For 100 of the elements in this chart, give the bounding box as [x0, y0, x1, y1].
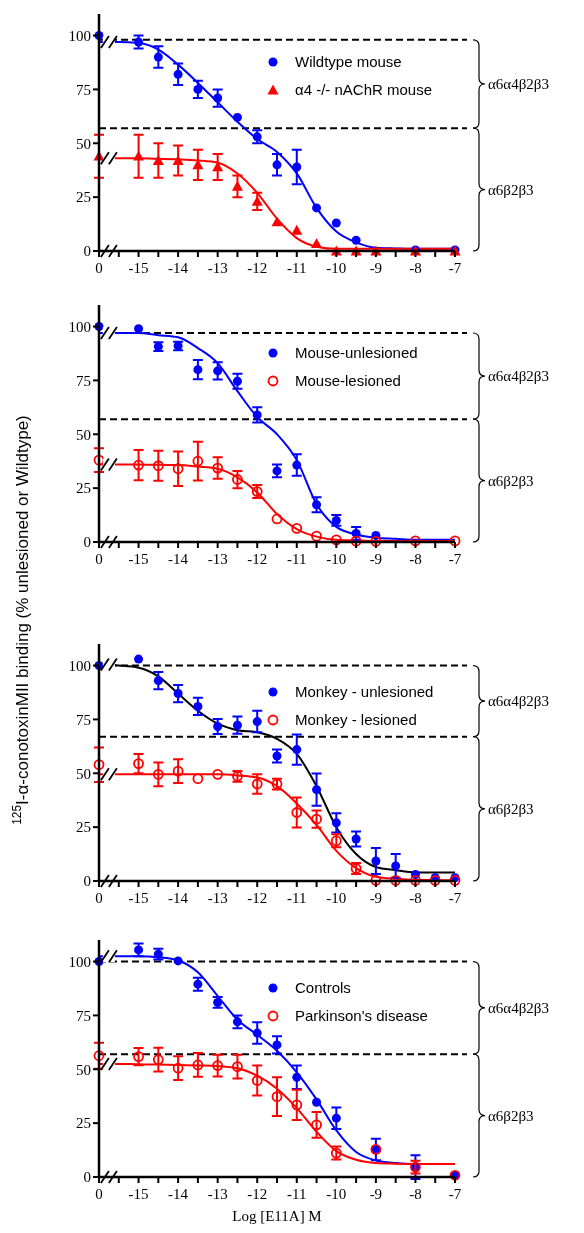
x-tick-label: -14 — [168, 551, 189, 567]
point — [292, 162, 302, 172]
point — [370, 874, 382, 886]
point — [252, 717, 262, 727]
point — [311, 530, 322, 542]
y-tick-label: 100 — [68, 318, 91, 335]
point — [232, 720, 242, 730]
x-tick-label: -11 — [287, 551, 307, 567]
point — [271, 216, 283, 227]
x-tick-label: 0 — [95, 551, 103, 567]
legend-label: Controls — [295, 979, 351, 997]
point — [133, 459, 144, 471]
legend-label: Mouse-unlesioned — [295, 344, 418, 362]
point — [291, 1099, 303, 1111]
text: α6β2β3 — [488, 181, 534, 198]
point — [153, 52, 163, 62]
point — [410, 874, 421, 886]
point — [133, 1051, 144, 1062]
point — [252, 1028, 262, 1038]
x-tick-label: -12 — [247, 1186, 268, 1202]
x-tick-label: -10 — [326, 551, 347, 567]
point — [152, 1054, 164, 1065]
point — [251, 1075, 263, 1086]
y-tick-label: 50 — [76, 426, 91, 443]
point — [390, 874, 402, 886]
point — [312, 203, 322, 213]
x-tick-label: -12 — [247, 890, 268, 906]
text: α6β2β3 — [488, 472, 534, 489]
point — [173, 69, 183, 79]
legend-label: Monkey - lesioned — [295, 711, 417, 729]
point — [172, 1062, 184, 1074]
point — [212, 462, 224, 474]
point — [272, 1040, 282, 1050]
x-tick-label: -12 — [247, 551, 268, 567]
x-tick-label: -15 — [128, 551, 149, 567]
point — [153, 676, 163, 686]
x-tick-label: -13 — [207, 1186, 228, 1202]
point — [312, 500, 322, 510]
point — [312, 785, 322, 795]
x-tick-label: -14 — [168, 1186, 189, 1202]
point — [312, 1097, 322, 1107]
point — [93, 1050, 105, 1062]
text: α6α4β2β3 — [488, 693, 549, 710]
x-tick-label: 0 — [95, 1186, 103, 1202]
point — [192, 773, 204, 785]
y-tick-label: 75 — [76, 372, 91, 389]
point — [134, 324, 144, 334]
x-tick-label: -12 — [247, 260, 268, 276]
y-tick-label: 75 — [76, 711, 91, 728]
point — [331, 818, 341, 828]
x-tick-label: -7 — [448, 890, 462, 906]
point — [292, 745, 302, 755]
point — [251, 778, 263, 790]
point — [193, 84, 203, 94]
point — [391, 861, 401, 871]
point — [330, 534, 342, 546]
y-tick-label: 25 — [76, 189, 91, 206]
x-axis-title: Log [E11A] M — [232, 1208, 322, 1224]
y-tick-label: 100 — [68, 953, 91, 970]
point — [133, 758, 144, 769]
text: α6α4β2β3 — [488, 1000, 549, 1017]
legend-label: Mouse-lesioned — [295, 372, 401, 390]
text: α6β2β3 — [488, 1107, 534, 1124]
x-tick-label: -11 — [287, 260, 307, 276]
text: α6α4β2β3 — [488, 76, 549, 93]
x-tick-label: -8 — [409, 260, 422, 276]
point — [193, 365, 203, 375]
x-tick-label: -9 — [369, 551, 383, 567]
point — [172, 765, 184, 777]
point — [172, 463, 184, 475]
x-tick-label: -10 — [326, 260, 347, 276]
x-tick-label: -8 — [409, 551, 422, 567]
point — [134, 654, 144, 664]
point — [231, 180, 243, 191]
point — [311, 813, 322, 825]
y-tick-label: 50 — [76, 135, 91, 152]
y-tick-label: 25 — [76, 480, 91, 497]
legend-label: α4 -/- nAChR mouse — [295, 81, 433, 99]
x-tick-label: -15 — [128, 1186, 149, 1202]
point — [192, 1059, 204, 1071]
y-tick-label: 25 — [76, 1115, 91, 1132]
legend-label: Wildtype mouse — [295, 53, 402, 71]
x-tick-label: -11 — [287, 1186, 307, 1202]
x-tick-label: 0 — [95, 260, 103, 276]
point — [173, 956, 183, 966]
point — [371, 856, 381, 866]
point — [351, 235, 361, 245]
point — [213, 93, 223, 103]
x-tick-label: 0 — [95, 890, 103, 906]
point — [172, 155, 184, 165]
y-tick-label: 50 — [76, 1061, 91, 1078]
point — [133, 150, 145, 161]
point — [232, 474, 243, 485]
y-tick-label: 0 — [83, 243, 91, 260]
x-tick-label: -11 — [287, 890, 307, 906]
point — [272, 160, 282, 170]
x-tick-label: -15 — [128, 890, 149, 906]
point — [192, 455, 204, 467]
point — [331, 218, 341, 228]
text: α6β2β3 — [488, 801, 534, 818]
